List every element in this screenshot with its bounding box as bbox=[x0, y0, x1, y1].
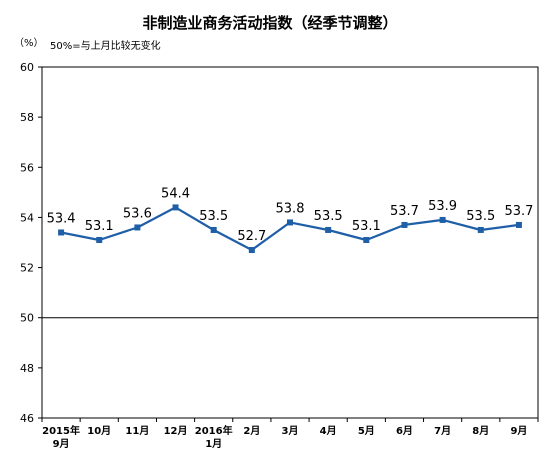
data-point bbox=[134, 224, 141, 231]
x-tick-label: 2月 bbox=[243, 425, 260, 437]
data-point bbox=[325, 226, 332, 233]
y-unit-label: （%） bbox=[14, 37, 44, 49]
x-tick-label: 3月 bbox=[282, 425, 299, 437]
x-tick-label: 2016年 bbox=[195, 424, 233, 437]
data-label: 53.7 bbox=[390, 204, 419, 219]
data-point bbox=[515, 221, 522, 228]
x-tick-label: 12月 bbox=[164, 425, 188, 437]
y-tick-label: 56 bbox=[20, 161, 34, 174]
data-label: 54.4 bbox=[161, 186, 190, 201]
y-axis-ticks: 46 48 50 52 54 56 58 60 bbox=[20, 61, 42, 425]
data-label: 52.7 bbox=[237, 229, 266, 244]
data-point bbox=[401, 221, 408, 228]
y-tick-label: 58 bbox=[20, 111, 34, 124]
data-label: 53.7 bbox=[504, 204, 533, 219]
x-tick-label: 9月 bbox=[510, 425, 527, 437]
y-tick-label: 52 bbox=[20, 262, 34, 275]
x-tick-label: 5月 bbox=[358, 425, 375, 437]
y-tick-label: 48 bbox=[20, 362, 34, 375]
reference-note: 50%=与上月比较无变化 bbox=[50, 39, 161, 52]
plot-frame bbox=[41, 66, 539, 419]
data-point bbox=[172, 204, 179, 211]
data-point bbox=[439, 216, 446, 223]
data-label: 53.1 bbox=[352, 219, 381, 234]
x-tick-label: 6月 bbox=[396, 425, 413, 437]
data-label: 53.9 bbox=[428, 199, 457, 214]
data-point bbox=[477, 226, 484, 233]
data-label: 53.4 bbox=[47, 211, 76, 226]
data-label: 53.5 bbox=[199, 209, 228, 224]
x-tick-label: 4月 bbox=[320, 425, 337, 437]
data-label: 53.5 bbox=[466, 209, 495, 224]
data-point bbox=[248, 247, 255, 254]
data-label: 53.8 bbox=[276, 201, 305, 216]
x-tick-label: 8月 bbox=[472, 425, 489, 437]
y-tick-label: 50 bbox=[20, 312, 34, 325]
x-tick-label: 7月 bbox=[434, 425, 451, 437]
chart-title: 非制造业商务活动指数（经季节调整） bbox=[142, 14, 397, 32]
x-tick-label: 11月 bbox=[125, 425, 149, 437]
data-point bbox=[58, 229, 65, 236]
data-label: 53.5 bbox=[314, 209, 343, 224]
axes bbox=[41, 66, 539, 419]
series-group bbox=[58, 204, 522, 254]
data-point bbox=[210, 226, 217, 233]
x-tick-label: 9月 bbox=[53, 438, 70, 450]
y-tick-label: 60 bbox=[20, 61, 34, 74]
data-point bbox=[363, 236, 370, 243]
x-tick-label: 2015年 bbox=[42, 424, 80, 437]
data-label: 53.6 bbox=[123, 206, 152, 221]
data-label: 53.1 bbox=[85, 219, 114, 234]
y-tick-label: 46 bbox=[20, 412, 34, 425]
x-tick-label: 1月 bbox=[205, 438, 222, 450]
data-point bbox=[287, 219, 293, 226]
data-labels: 53.4 53.1 53.6 54.4 53.5 52.7 53.8 53.5 53.1 53.7… bbox=[47, 186, 534, 244]
data-point bbox=[96, 236, 103, 243]
y-tick-label: 54 bbox=[20, 211, 34, 224]
x-tick-label: 10月 bbox=[87, 425, 111, 437]
